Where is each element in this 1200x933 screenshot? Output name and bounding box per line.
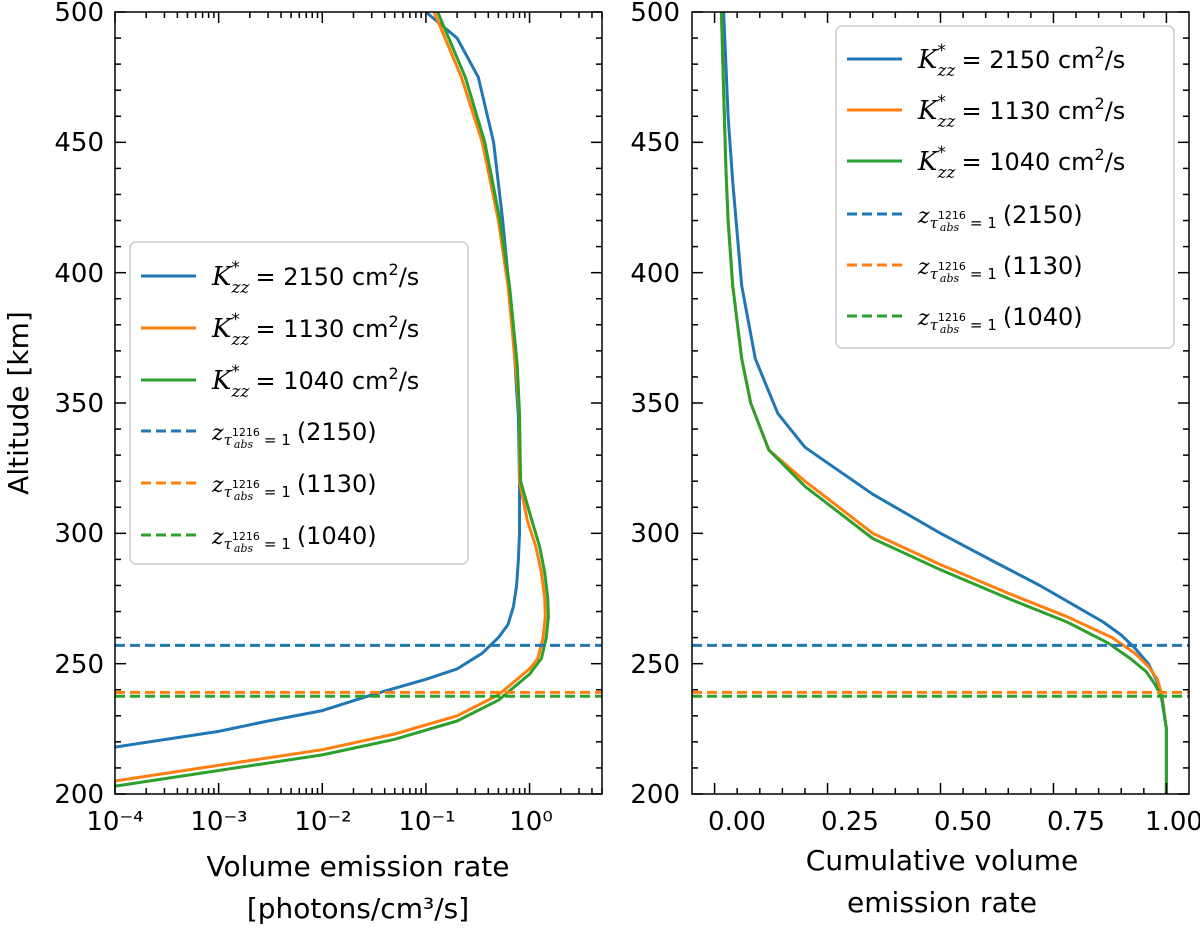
right-ytick-label: 200 (630, 780, 680, 810)
right-plot-lines (692, 12, 1189, 794)
left-legend: Kzz* = 2150 cm2/s Kzz* = 1130 cm2/s Kzz*… (129, 241, 469, 565)
legend-label-2150: Kzz* = 2150 cm2/s (211, 258, 419, 298)
legend-label-dash-1130: zτ1216 abs = 1 (1130) (211, 470, 377, 503)
series-line-1040 (115, 12, 550, 788)
right-xtick-label: 0.00 (708, 807, 766, 837)
legend-label-1040: Kzz* = 1040 cm2/s (917, 143, 1125, 183)
right-ytick-label: 250 (630, 650, 680, 680)
left-ytick-label: 400 (54, 259, 104, 289)
left-tick-marks (114, 11, 603, 795)
right-xtick-label: 0.25 (821, 807, 879, 837)
left-plot-lines (115, 12, 602, 788)
right-xtick-label: 1.00 (1145, 807, 1200, 837)
series-line-1130 (115, 12, 547, 783)
right-legend-frame (835, 25, 1175, 349)
left-x-axis-label: Volume emission rate (207, 850, 510, 883)
legend-label-1040: Kzz* = 1040 cm2/s (211, 362, 419, 402)
left-xtick-label: 10⁻⁴ (86, 807, 143, 837)
series-line-1040 (719, 12, 1168, 794)
right-x-axis-label-line2: emission rate (847, 886, 1037, 919)
left-ytick-label: 200 (54, 780, 104, 810)
right-ytick-label: 350 (630, 389, 680, 419)
right-ytick-label: 500 (630, 0, 680, 28)
right-ytick-label: 300 (630, 519, 680, 549)
left-ytick-label: 450 (54, 128, 104, 158)
left-ytick-label: 500 (54, 0, 104, 28)
left-xtick-label: 10⁻¹ (398, 807, 455, 837)
left-ytick-label: 300 (54, 519, 104, 549)
legend-label-dash-1040: zτ1216 abs = 1 (1040) (917, 303, 1083, 336)
legend-label-dash-2150: zτ1216 abs = 1 (2150) (917, 201, 1083, 234)
left-ytick-label: 350 (54, 389, 104, 419)
right-xtick-label: 0.50 (934, 807, 992, 837)
right-ytick-label: 400 (630, 259, 680, 289)
right-xtick-label: 0.75 (1047, 807, 1105, 837)
right-panel: 200 250 300 350 400 450 500 0.00 0.25 0.… (630, 0, 1200, 919)
legend-label-dash-1130: zτ1216 abs = 1 (1130) (917, 252, 1083, 285)
legend-label-1130: Kzz* = 1130 cm2/s (211, 310, 419, 350)
left-xtick-label: 10⁰ (509, 807, 553, 837)
legend-label-1130: Kzz* = 1130 cm2/s (917, 92, 1125, 132)
right-x-axis-label: Cumulative volume (806, 844, 1078, 877)
left-xtick-label: 10⁻³ (190, 807, 247, 837)
left-ytick-label: 250 (54, 650, 104, 680)
legend-label-2150: Kzz* = 2150 cm2/s (917, 41, 1125, 81)
left-panel: 200 250 300 350 400 450 500 10⁻⁴ 10⁻³ 10… (2, 0, 603, 925)
right-tick-marks (692, 11, 1189, 795)
left-y-axis-label: Altitude [km] (2, 311, 35, 495)
right-legend: Kzz* = 2150 cm2/s Kzz* = 1130 cm2/s Kzz*… (835, 25, 1175, 349)
legend-label-dash-1040: zτ1216 abs = 1 (1040) (211, 522, 377, 555)
legend-label-dash-2150: zτ1216 abs = 1 (2150) (211, 418, 377, 451)
left-x-axis-label-units: [photons/cm³/s] (247, 892, 469, 925)
right-ytick-label: 450 (630, 128, 680, 158)
left-legend-frame (129, 241, 469, 565)
left-xtick-label: 10⁻² (294, 807, 351, 837)
